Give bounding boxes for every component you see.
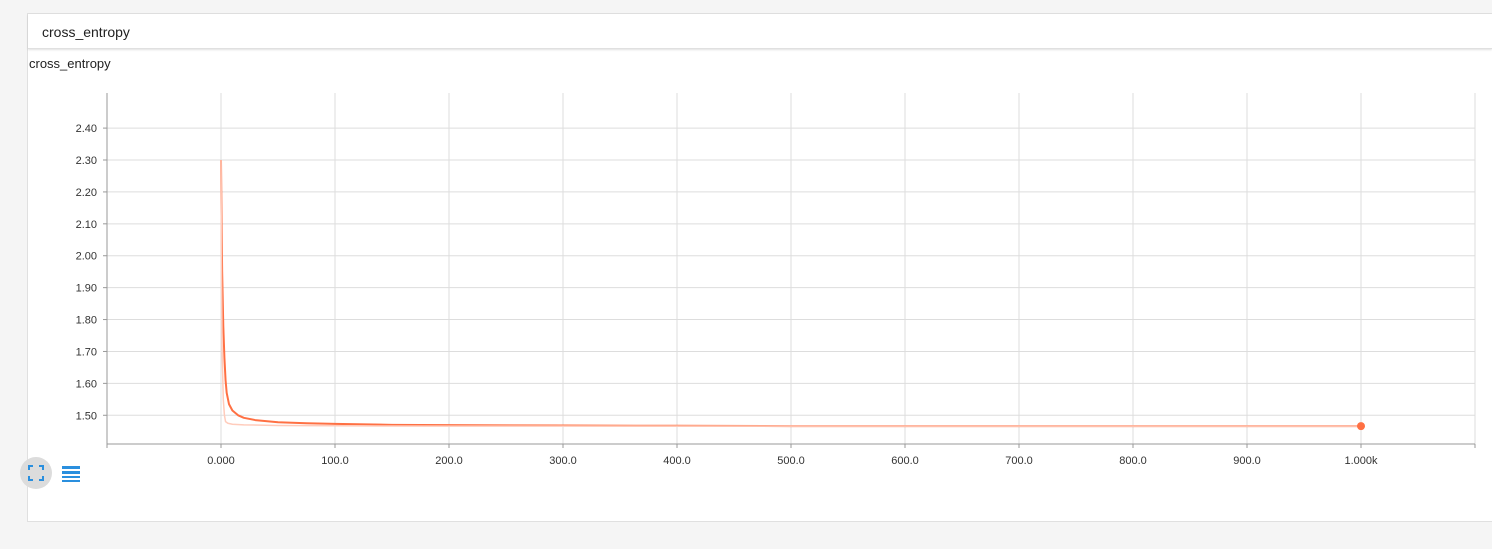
- series-end-point: [1357, 422, 1365, 431]
- scalar-card: cross_entropy: [27, 13, 1492, 522]
- x-tick-label: 700.0: [1005, 455, 1033, 467]
- y-tick-label: 2.20: [76, 187, 97, 199]
- x-tick-label: 600.0: [891, 455, 919, 467]
- x-tick-label: 300.0: [549, 455, 577, 467]
- x-tick-label: 800.0: [1119, 455, 1147, 467]
- x-tick-label: 200.0: [435, 455, 463, 467]
- y-tick-label: 1.50: [76, 410, 97, 422]
- data-table-button[interactable]: [61, 464, 81, 484]
- x-tick-label: 500.0: [777, 455, 805, 467]
- y-tick-label: 2.10: [76, 219, 97, 231]
- y-tick-label: 2.30: [76, 155, 97, 167]
- fullscreen-button[interactable]: [20, 457, 52, 489]
- y-tick-label: 1.80: [76, 315, 97, 327]
- y-tick-label: 1.60: [76, 378, 97, 390]
- y-tick-label: 1.90: [76, 283, 97, 295]
- x-tick-label: 900.0: [1233, 455, 1261, 467]
- card-title: cross_entropy: [42, 24, 130, 40]
- series-line-raw: [220, 160, 1361, 427]
- x-tick-label: 1.000k: [1344, 455, 1378, 467]
- y-tick-label: 2.40: [76, 123, 97, 135]
- fullscreen-icon: [28, 465, 44, 481]
- x-tick-label: 0.000: [207, 455, 235, 467]
- card-header[interactable]: cross_entropy: [28, 14, 1492, 49]
- chart-title: cross_entropy: [29, 56, 111, 71]
- data-table-icon: [62, 466, 80, 482]
- x-tick-label: 100.0: [321, 455, 349, 467]
- x-tick-label: 400.0: [663, 455, 691, 467]
- y-tick-label: 1.70: [76, 346, 97, 358]
- y-tick-label: 2.00: [76, 251, 97, 263]
